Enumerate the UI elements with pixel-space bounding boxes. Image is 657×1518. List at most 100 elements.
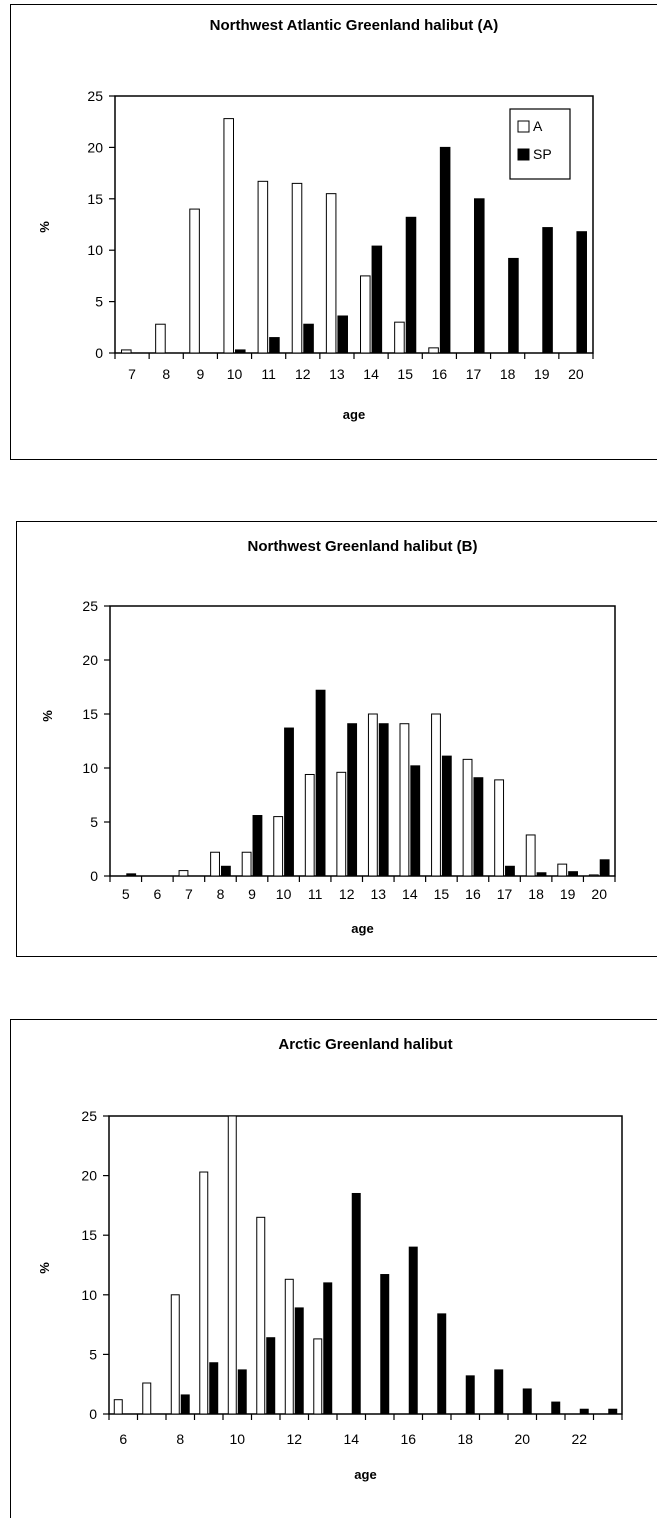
y-tick-label: 10: [81, 1287, 97, 1303]
bar-a: [291, 182, 303, 354]
x-axis-label: age: [354, 1467, 376, 1482]
bar-a: [189, 208, 200, 354]
bar-a: [431, 713, 441, 877]
bar-a: [227, 1115, 237, 1415]
y-tick-label: 20: [82, 652, 98, 668]
x-tick-label: 12: [339, 886, 355, 902]
bar-a: [325, 193, 337, 354]
y-tick-label: 5: [95, 294, 103, 310]
bar-sp: [235, 349, 246, 354]
bar-a: [223, 118, 235, 354]
y-tick-label: 25: [87, 88, 103, 104]
legend-swatch-sp: [517, 148, 530, 161]
bar-sp: [568, 871, 578, 877]
bar-sp: [473, 777, 484, 877]
chart-title: Northwest Greenland halibut (B): [247, 538, 477, 555]
x-tick-label: 16: [465, 886, 481, 902]
bar-sp: [536, 872, 547, 877]
bar-sp: [608, 1408, 618, 1415]
bar-a: [155, 323, 166, 354]
x-tick-label: 13: [370, 886, 386, 902]
bar-a: [199, 1171, 209, 1415]
x-tick-label: 19: [534, 366, 550, 382]
x-tick-label: 14: [343, 1431, 359, 1447]
x-tick-label: 7: [185, 886, 193, 902]
plot-area: [109, 605, 616, 877]
bar-a: [210, 851, 220, 877]
bar-sp: [505, 865, 515, 877]
bar-sp: [303, 323, 314, 354]
bar-sp: [439, 146, 451, 354]
y-tick-label: 0: [95, 345, 103, 361]
bar-a: [394, 321, 405, 354]
x-tick-label: 8: [176, 1431, 184, 1447]
x-tick-label: 8: [217, 886, 225, 902]
x-tick-label: 12: [286, 1431, 302, 1447]
x-tick-label: 5: [122, 886, 130, 902]
x-tick-label: 20: [514, 1431, 530, 1447]
bar-sp: [508, 257, 519, 354]
bar-a: [367, 713, 378, 877]
x-tick-label: 19: [560, 886, 576, 902]
y-tick-label: 5: [89, 1346, 97, 1362]
chart-northwest-atlantic: Northwest Atlantic Greenland halibut (A)…: [37, 17, 594, 422]
x-tick-label: 14: [402, 886, 418, 902]
bar-sp: [576, 231, 587, 354]
chart-title: Northwest Atlantic Greenland halibut (A): [210, 17, 499, 34]
x-tick-label: 16: [432, 366, 448, 382]
x-tick-label: 22: [571, 1431, 587, 1447]
bar-sp: [237, 1369, 247, 1415]
bar-sp: [220, 865, 231, 877]
chart-title: Arctic Greenland halibut: [278, 1036, 452, 1053]
bar-a: [273, 816, 284, 877]
chart-panel-northwest: Northwest Greenland halibut (B) 0 5 10 15 20 2…: [16, 521, 657, 957]
chart-arctic: Arctic Greenland halibut 0 5 10 15 20 25% 6 8 10 1…: [37, 1036, 623, 1482]
x-axis-label: age: [351, 921, 373, 936]
bar-sp: [494, 1369, 504, 1415]
bar-sp: [180, 1394, 190, 1415]
x-tick-label: 15: [434, 886, 450, 902]
bar-sp: [337, 315, 348, 354]
bar-sp: [599, 859, 610, 877]
legend-label-sp: SP: [533, 146, 552, 162]
bar-sp: [474, 198, 485, 354]
bar-sp: [294, 1307, 304, 1415]
y-tick-label: 0: [89, 1406, 97, 1422]
bar-sp: [380, 1274, 390, 1415]
y-tick-label: 10: [82, 760, 98, 776]
x-tick-label: 17: [497, 886, 513, 902]
y-tick-label: 25: [82, 598, 98, 614]
bar-sp: [542, 227, 553, 354]
x-axis-label: age: [343, 407, 365, 422]
x-tick-label: 8: [162, 366, 170, 382]
chart-northwest: Northwest Greenland halibut (B) 0 5 10 15 20 2…: [40, 538, 616, 936]
bar-sp: [579, 1408, 589, 1415]
bar-sp: [269, 337, 280, 354]
x-tick-label: 10: [229, 1431, 245, 1447]
chart-panel-northwest-atlantic: Northwest Atlantic Greenland halibut (A)…: [10, 4, 657, 460]
x-tick-label: 6: [119, 1431, 127, 1447]
bar-sp: [315, 689, 326, 877]
bar-a: [557, 863, 568, 877]
legend-label-a: A: [533, 118, 543, 134]
x-tick-label: 13: [329, 366, 345, 382]
bar-sp: [371, 245, 383, 354]
x-tick-label: 14: [363, 366, 379, 382]
bar-a: [428, 347, 439, 354]
bar-sp: [465, 1375, 475, 1415]
bar-sp: [437, 1313, 447, 1415]
bar-a: [284, 1278, 294, 1415]
legend-box: [509, 108, 571, 180]
bar-a: [525, 834, 536, 877]
y-tick-label: 20: [81, 1168, 97, 1184]
bar-a: [121, 349, 132, 354]
bar-sp: [441, 755, 452, 877]
x-tick-label: 16: [400, 1431, 416, 1447]
bar-sp: [347, 723, 358, 877]
bar-sp: [410, 765, 421, 877]
y-tick-label: 15: [81, 1227, 97, 1243]
x-tick-label: 11: [308, 886, 323, 902]
chart-panel-arctic: Arctic Greenland halibut 0 5 10 15 20 25% 6 8 10 1…: [10, 1019, 657, 1518]
y-tick-label: 20: [87, 139, 103, 155]
bar-a: [336, 771, 347, 877]
